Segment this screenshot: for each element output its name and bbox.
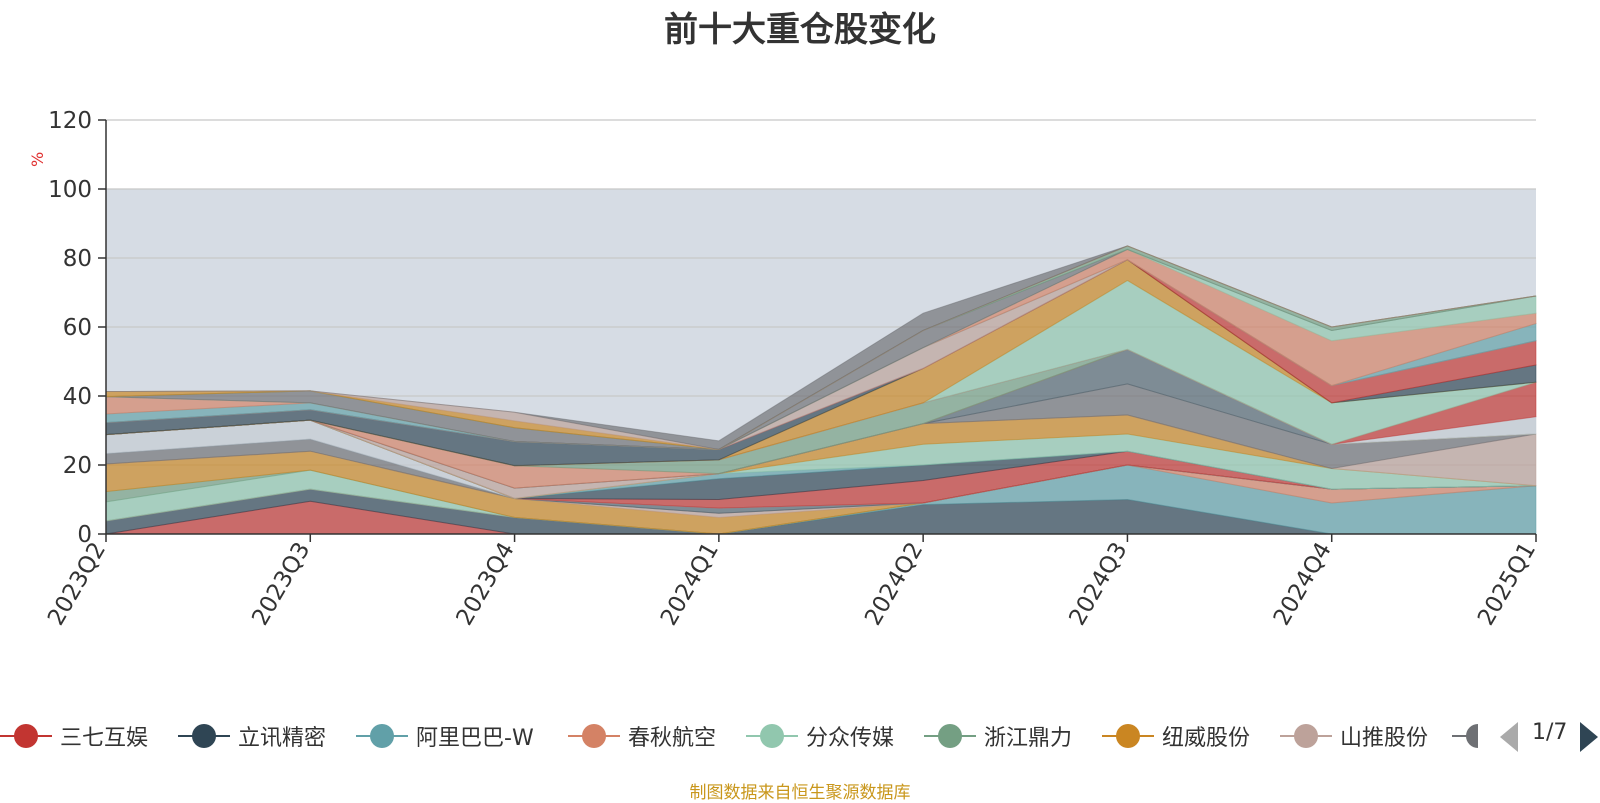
legend-label: 三七互娱 [60,726,149,751]
legend-label: 立讯精密 [238,726,327,751]
y-axis-unit: % [28,152,47,167]
legend-item-truncated[interactable] [1452,718,1478,754]
legend-item[interactable]: 立讯精密 [178,718,326,754]
y-tick-label: 40 [63,384,92,410]
y-tick-label: 100 [48,177,92,203]
legend-label: 分众传媒 [806,726,895,751]
y-tick-label: 20 [63,453,92,479]
x-tick-label: 2023Q3 [247,538,315,630]
legend-item[interactable]: 春秋航空 [568,718,716,754]
x-tick-label: 2024Q2 [860,538,928,630]
x-tick-label: 2024Q4 [1269,538,1337,630]
legend-item[interactable]: 纽威股份 [1102,718,1250,754]
legend-item[interactable]: 浙江鼎力 [924,718,1072,754]
legend-marker-icon [1102,718,1154,754]
legend-marker-icon [568,718,620,754]
source-note: 制图数据来自恒生聚源数据库 [689,783,911,803]
legend-label: 山推股份 [1340,726,1429,751]
legend-marker-icon [1452,718,1478,754]
y-tick-label: 80 [63,246,92,272]
legend-page-indicator: 1/7 [1532,720,1568,745]
legend-marker-icon [178,718,230,754]
legend-item[interactable]: 三七互娱 [0,718,148,754]
legend-next-page-arrow-icon[interactable] [1580,722,1598,752]
legend: 三七互娱 立讯精密 阿里巴巴-W 春秋航空 分众传媒 浙江鼎力 纽威股份 山推股份 [0,718,1600,754]
legend-item[interactable]: 分众传媒 [746,718,894,754]
legend-marker-icon [356,718,408,754]
y-tick-label: 0 [77,522,92,548]
x-tick-label: 2023Q4 [452,538,520,630]
y-tick-label: 120 [48,108,92,134]
legend-marker-icon [1280,718,1332,754]
legend-pager: 1/7 [1496,718,1600,754]
x-tick-label: 2024Q1 [656,538,724,630]
y-tick-label: 60 [63,315,92,341]
stacked-area-chart: 0 20 40 60 80 100 120 2023Q2 2023Q3 2023Q4 2024Q1 2… [28,108,1541,630]
legend-item[interactable]: 山推股份 [1280,718,1428,754]
legend-label: 浙江鼎力 [984,726,1073,751]
legend-marker-icon [0,718,52,754]
series-area [105,245,1537,451]
legend-label: 阿里巴巴-W [416,726,534,751]
legend-marker-icon [746,718,798,754]
x-tick-label: 2023Q2 [43,538,111,630]
legend-item[interactable]: 阿里巴巴-W [356,718,534,754]
x-tick-label: 2024Q3 [1064,538,1132,630]
legend-label: 春秋航空 [628,726,717,751]
legend-prev-page-arrow-icon[interactable] [1500,722,1518,752]
legend-label: 纽威股份 [1162,726,1251,751]
x-tick-label: 2025Q1 [1473,538,1541,630]
chart-title: 前十大重仓股变化 [664,10,936,50]
legend-marker-icon [924,718,976,754]
